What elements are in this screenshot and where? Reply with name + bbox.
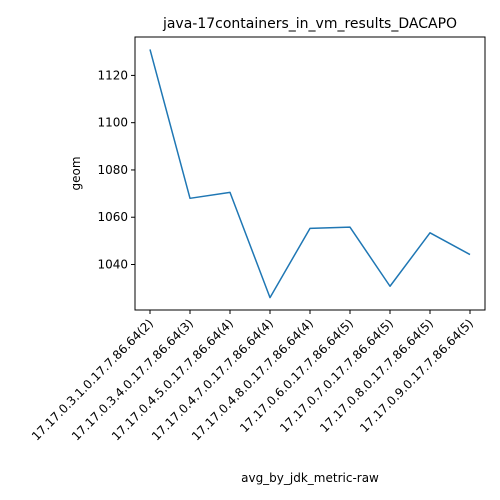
y-tick-label: 1080 <box>97 163 128 177</box>
y-tick-label: 1060 <box>97 210 128 224</box>
plot-area <box>134 36 486 311</box>
series-layer <box>149 49 471 299</box>
series-line <box>149 49 471 299</box>
x-axis: 17.17.0.3.1.0.17.7.86.64(2)17.17.0.3.4.0… <box>29 310 476 443</box>
y-axis-label: geom <box>69 156 83 190</box>
y-axis: 1040 1060 1080 1100 1120 <box>97 68 135 272</box>
x-axis-label: avg_by_jdk_metric-raw <box>241 471 379 485</box>
y-tick-label: 1040 <box>97 258 128 272</box>
y-tick-label: 1120 <box>97 68 128 82</box>
y-tick-label: 1100 <box>97 116 128 130</box>
chart-title: java-17containers_in_vm_results_DACAPO <box>162 16 457 32</box>
